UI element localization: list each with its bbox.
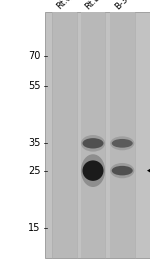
Ellipse shape: [82, 138, 103, 149]
Bar: [81, 12, 105, 258]
Text: 35: 35: [28, 138, 40, 148]
Polygon shape: [147, 166, 150, 175]
Text: 70: 70: [28, 51, 40, 61]
Text: B-3: B-3: [113, 0, 130, 11]
Ellipse shape: [112, 166, 133, 176]
Text: 25: 25: [28, 166, 40, 176]
Bar: [110, 12, 135, 258]
Text: 15: 15: [28, 223, 40, 233]
Ellipse shape: [81, 135, 105, 152]
Bar: [45, 12, 150, 258]
Ellipse shape: [82, 161, 103, 181]
Text: 55: 55: [28, 81, 40, 91]
Text: Rt.eye: Rt.eye: [55, 0, 81, 11]
Ellipse shape: [110, 163, 134, 178]
Bar: [52, 12, 77, 258]
Text: Rt.brain: Rt.brain: [84, 0, 114, 11]
Ellipse shape: [81, 154, 105, 187]
Ellipse shape: [110, 136, 134, 150]
Ellipse shape: [112, 139, 133, 148]
